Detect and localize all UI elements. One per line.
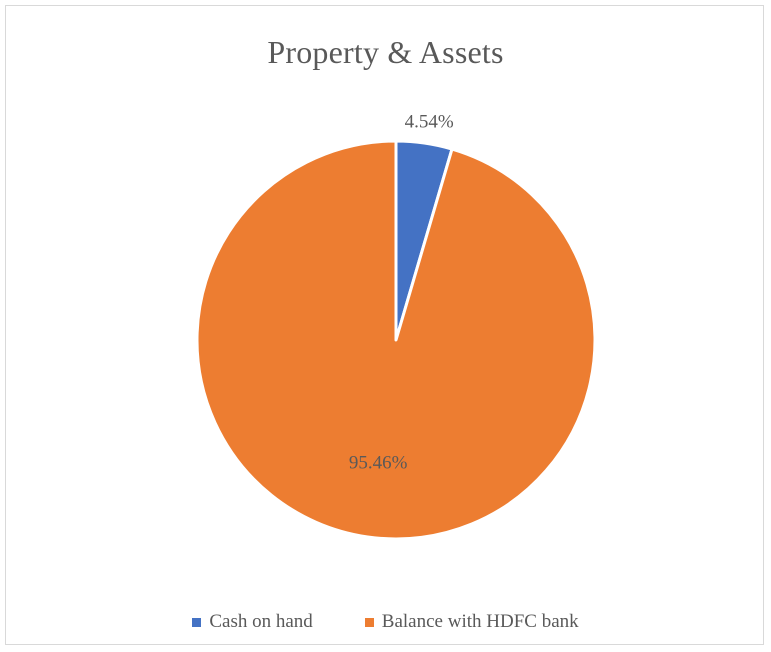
data-label-cash-on-hand: 4.54%: [405, 112, 454, 133]
legend-item-cash-on-hand: Cash on hand: [192, 611, 313, 633]
data-label-balance-with-hdfc-bank: 95.46%: [349, 452, 408, 473]
legend-swatch-balance-with-hdfc-bank: [364, 617, 374, 627]
legend: Cash on hand Balance with HDFC bank: [0, 611, 771, 633]
chart-title: Property & Assets: [267, 34, 504, 70]
legend-label-cash-on-hand: Cash on hand: [209, 611, 313, 632]
legend-label-balance-with-hdfc-bank: Balance with HDFC bank: [381, 611, 579, 632]
pie-slice-balance-with-hdfc-bank: [195, 139, 597, 541]
legend-item-balance-with-hdfc-bank: Balance with HDFC bank: [364, 611, 579, 633]
legend-swatch-cash-on-hand: [192, 617, 202, 627]
